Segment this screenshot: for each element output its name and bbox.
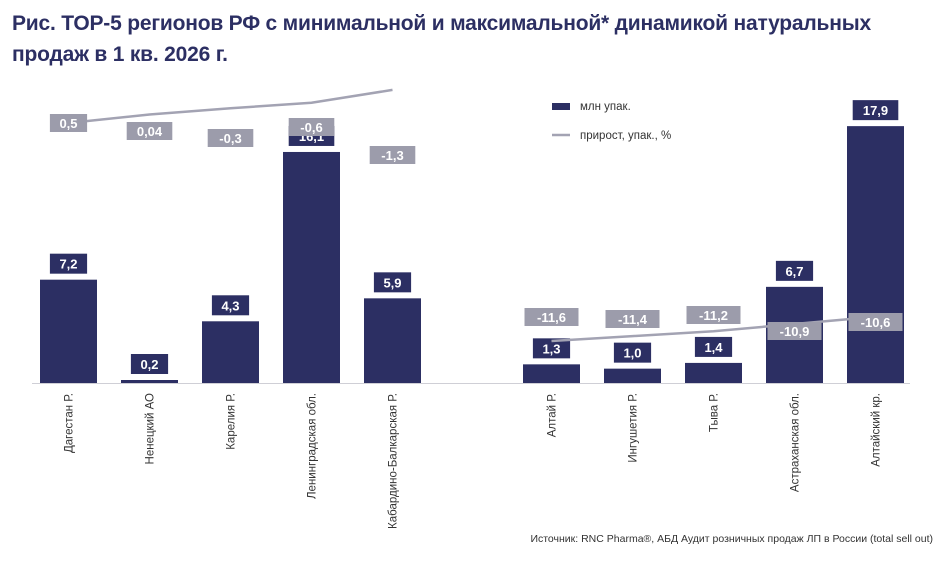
growth-value-label-box	[686, 306, 741, 324]
bar-value-label-text: 4,3	[221, 298, 239, 313]
growth-value-label: 0,04	[126, 122, 173, 140]
bar-value-label-box	[694, 336, 733, 357]
bar-value-label: 1,0	[613, 342, 652, 363]
legend: млн упак. прирост, упак., %	[552, 101, 671, 142]
bar-value-label-box	[532, 338, 571, 359]
bar-value-label: 17,9	[852, 100, 899, 121]
bar-value-label-box	[852, 100, 899, 121]
bar-value-label: 4,3	[211, 295, 250, 316]
bar-value-label-box	[130, 354, 169, 374]
legend-bar-swatch	[552, 103, 570, 110]
growth-value-label-box	[207, 129, 254, 147]
bar-value-label: 6,7	[775, 260, 814, 281]
growth-value-label: -11,2	[686, 306, 741, 324]
category-label: Дагестан Р.	[64, 393, 76, 453]
growth-value-label: -11,4	[605, 310, 660, 328]
bar-value-label: 7,2	[49, 253, 88, 274]
bar	[604, 368, 661, 383]
bar-value-label: 0,2	[130, 354, 169, 374]
bar-value-label-text: 7,2	[59, 257, 77, 272]
category-label: Алтайский кр.	[871, 393, 883, 467]
source-note: Источник: RNC Pharma®, АБД Аудит розничн…	[530, 533, 933, 545]
bar-value-label: 1,3	[532, 338, 571, 359]
growth-value-label-box	[369, 146, 416, 164]
growth-value-label: 0,5	[49, 114, 88, 132]
bar	[364, 298, 421, 383]
growth-value-label-text: -1,3	[381, 148, 403, 163]
chart-title: Рис. ТОР-5 регионов РФ с минимальной и м…	[12, 12, 871, 66]
growth-value-label: -0,6	[288, 118, 335, 136]
growth-value-label: -11,6	[524, 308, 579, 326]
bar-value-label-text: 1,4	[704, 340, 723, 355]
growth-value-label-text: -10,6	[861, 315, 891, 330]
bar-value-label: 1,4	[694, 336, 733, 357]
growth-value-label-box	[767, 322, 822, 340]
bar-value-label-box	[211, 295, 250, 316]
growth-value-label-text: -0,3	[219, 131, 241, 146]
legend-line-label: прирост, упак., %	[580, 130, 671, 142]
bar-value-label-box	[775, 260, 814, 281]
bar	[523, 364, 580, 383]
category-label: Карелия Р.	[226, 393, 238, 450]
legend-bar-label: млн упак.	[580, 101, 631, 113]
growth-value-label-box	[126, 122, 173, 140]
growth-value-label-text: -11,6	[537, 310, 566, 325]
bar-value-label-text: 1,0	[623, 346, 641, 361]
bar-value-label-text: 5,9	[383, 275, 401, 290]
bar-value-label-text: 1,3	[542, 341, 560, 356]
bar-value-label-box	[613, 342, 652, 363]
growth-value-label: -10,6	[848, 313, 903, 331]
growth-value-label-text: 0,04	[137, 124, 163, 139]
growth-value-label: -10,9	[767, 322, 822, 340]
growth-line	[551, 315, 876, 343]
growth-value-label: -1,3	[369, 146, 416, 164]
growth-value-label: -0,3	[207, 129, 254, 147]
category-label: Кабардино-Балкарская Р.	[388, 393, 400, 529]
growth-value-label-box	[524, 308, 579, 326]
growth-value-label-box	[605, 310, 660, 328]
bar-value-label-text: 17,9	[863, 103, 888, 118]
bar	[202, 321, 259, 383]
growth-line	[68, 88, 393, 125]
bar	[40, 279, 97, 383]
growth-value-label-text: -10,9	[780, 324, 810, 339]
bar-value-label-box	[373, 272, 412, 293]
growth-value-label-box	[288, 118, 335, 136]
category-label: Алтай Р.	[547, 393, 559, 437]
bar-value-label-text: 6,7	[785, 264, 803, 279]
growth-value-label-box	[49, 114, 88, 132]
bar	[847, 126, 904, 383]
bar-value-label-box	[49, 253, 88, 274]
category-label: Ингушетия Р.	[628, 393, 640, 463]
category-label: Тыва Р.	[709, 393, 721, 432]
bar	[283, 151, 340, 383]
bar-value-label-text: 0,2	[140, 357, 158, 372]
category-label: Астраханская обл.	[790, 393, 802, 492]
bar	[685, 362, 742, 383]
plot-area: 7,2 Дагестан Р. 0,2 Ненецкий АО 4,3 Карелия Р…	[32, 88, 910, 529]
bar	[121, 380, 178, 383]
growth-value-label-text: -11,4	[618, 312, 648, 327]
bar-value-label: 5,9	[373, 272, 412, 293]
growth-value-label-text: -11,2	[699, 308, 728, 323]
category-label: Ненецкий АО	[145, 393, 157, 465]
growth-value-label-text: 0,5	[59, 116, 77, 131]
growth-value-label-box	[848, 313, 903, 331]
category-label: Ленинградская обл.	[307, 393, 319, 499]
growth-value-label-text: -0,6	[300, 120, 322, 135]
